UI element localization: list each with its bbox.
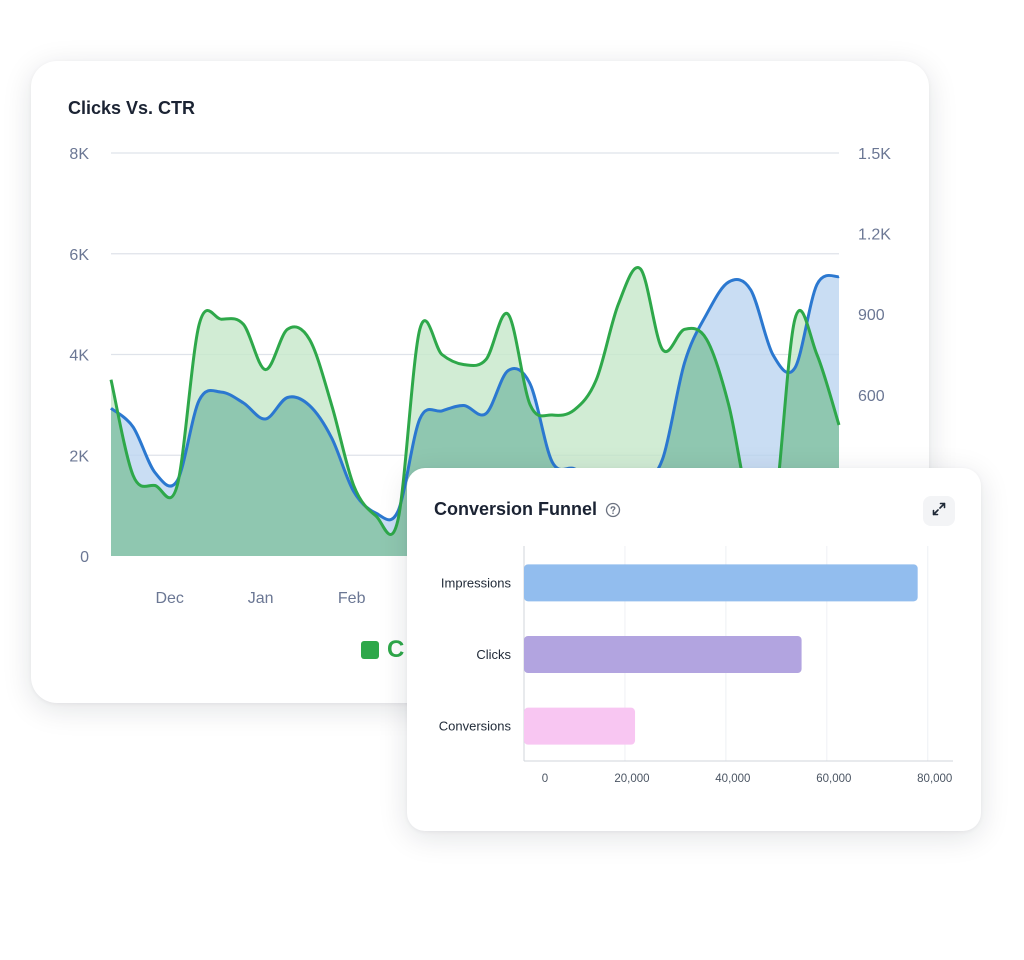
legend-swatch <box>361 641 379 659</box>
y2-tick-label: 1.5K <box>858 146 891 163</box>
chart-title: Clicks Vs. CTR <box>68 98 196 118</box>
expand-icon <box>931 501 947 522</box>
bar-impressions[interactable] <box>524 564 918 602</box>
bar-clicks[interactable] <box>524 636 802 673</box>
series-line <box>110 273 840 522</box>
expand-button[interactable] <box>923 496 955 526</box>
category-label: Impressions <box>441 575 512 590</box>
legend-label: C <box>387 636 405 663</box>
x-tick-label: Dec <box>155 590 183 607</box>
y2-tick-label: 1.2K <box>858 227 891 244</box>
conversion-funnel-card: Impressions Clicks Conversions 0 20,000 40,0… <box>407 468 981 831</box>
series-line <box>109 265 841 539</box>
y-tick-label: 2K <box>69 448 89 465</box>
x-tick-label: 60,000 <box>816 773 851 785</box>
x-tick-label: 40,000 <box>715 773 750 785</box>
y2-tick-label: 600 <box>858 388 885 405</box>
y-tick-label: 4K <box>69 348 89 365</box>
x-tick-label: 0 <box>542 773 548 785</box>
category-label: Clicks <box>476 647 511 662</box>
category-label: Conversions <box>439 719 512 734</box>
funnel-title: Conversion Funnel <box>434 499 598 519</box>
conversion-funnel-chart: Impressions Clicks Conversions 0 20,000 40,0… <box>439 546 953 785</box>
x-tick-label: Feb <box>338 590 366 607</box>
chart-legend[interactable]: C <box>361 636 404 664</box>
y-tick-label: 6K <box>69 247 89 264</box>
y-tick-label: 8K <box>69 146 89 163</box>
x-tick-label: 80,000 <box>917 773 952 785</box>
x-tick-label: Jan <box>248 590 274 607</box>
y2-tick-label: 900 <box>858 307 885 324</box>
bar-conversions[interactable] <box>524 707 636 745</box>
x-tick-label: 20,000 <box>614 773 649 785</box>
help-circle-icon[interactable] <box>605 502 621 518</box>
y-tick-label: 0 <box>80 549 89 566</box>
